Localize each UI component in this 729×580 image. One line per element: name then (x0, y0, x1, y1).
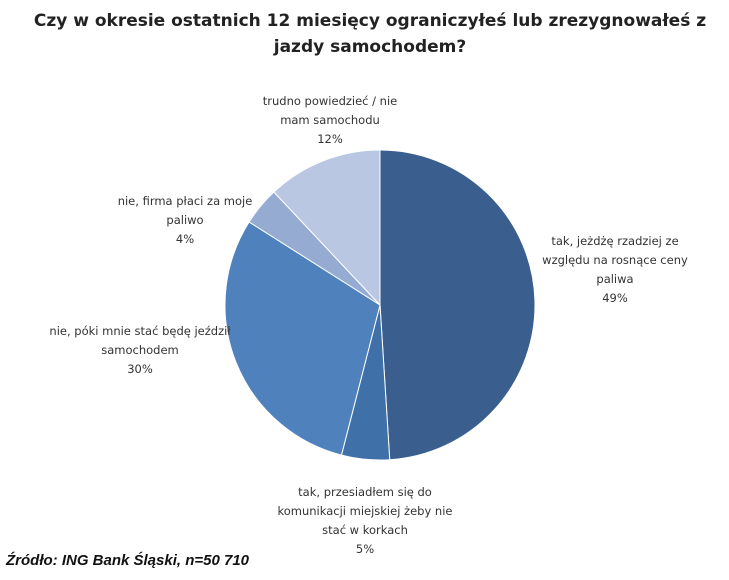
chart-title: Czy w okresie ostatnich 12 miesięcy ogra… (33, 11, 707, 57)
source-note: Źródło: ING Bank Śląski, n=50 710 (6, 552, 250, 569)
category-label: tak, jeżdżę rzadziej ze względu na rosną… (542, 234, 688, 286)
category-label: trudno powiedzieć / nie mam samochodu (262, 94, 398, 127)
pie-slice (273, 149, 381, 307)
value-label: 49% (602, 291, 628, 305)
slice-label: nie, póki mnie stać będę jeździł samocho… (45, 322, 235, 379)
value-label: 30% (127, 362, 153, 376)
value-label: 5% (355, 542, 375, 556)
slice-label: tak, przesiadłem się do komunikacji miej… (270, 483, 460, 559)
pie-slice (379, 149, 536, 461)
category-label: tak, przesiadłem się do komunikacji miej… (277, 485, 453, 537)
pie-slice (224, 221, 381, 456)
value-label: 12% (317, 132, 343, 146)
slice-label: nie, firma płaci za moje paliwo 4% (110, 192, 260, 249)
value-label: 4% (175, 232, 195, 246)
slice-label: tak, jeżdżę rzadziej ze względu na rosną… (535, 232, 695, 308)
slice-label: trudno powiedzieć / nie mam samochodu 12% (250, 92, 410, 149)
category-label: nie, firma płaci za moje paliwo (117, 194, 253, 227)
category-label: nie, póki mnie stać będę jeździł samocho… (49, 324, 231, 357)
